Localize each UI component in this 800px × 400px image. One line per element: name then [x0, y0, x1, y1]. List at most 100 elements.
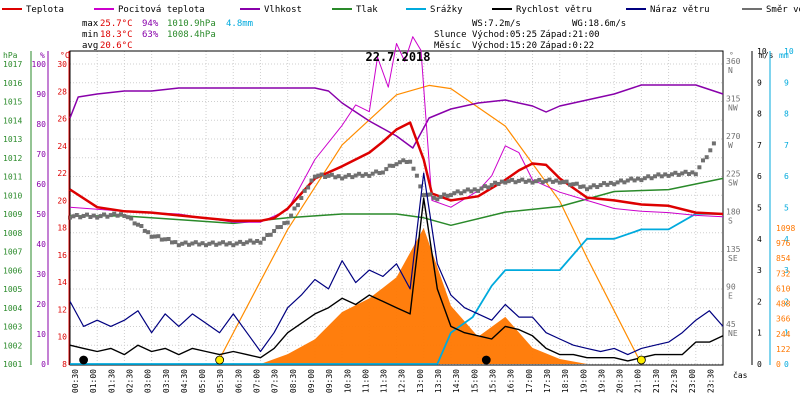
tick-label-deg: 135	[726, 245, 741, 254]
wind-direction-point	[81, 214, 86, 218]
wind-direction-point	[302, 188, 307, 193]
tick-label-hpa: 1001	[3, 360, 22, 369]
x-tick-label: 23:00	[688, 369, 697, 393]
wind-direction-point	[370, 171, 375, 176]
wind-direction-point	[214, 242, 219, 247]
tick-label-ms: 0	[757, 360, 762, 369]
wind-direction-point	[108, 213, 113, 218]
wind-direction-point	[537, 177, 542, 182]
wind-direction-point	[336, 174, 341, 179]
axis-unit-mm: mm	[779, 51, 789, 60]
wind-direction-point	[142, 228, 147, 233]
tick-label-dir: NW	[728, 104, 738, 113]
rain-line	[70, 212, 723, 365]
tick-label-pct: 20	[36, 300, 46, 309]
wind-direction-point	[139, 224, 144, 228]
wind-direction-point	[312, 174, 317, 179]
tick-label-temp: 26	[57, 115, 67, 124]
x-tick-label: 19:00	[579, 369, 588, 393]
tick-label-temp: 30	[57, 60, 67, 69]
wind-direction-point	[306, 185, 311, 190]
wind-direction-point	[387, 163, 392, 168]
wind-direction-point	[472, 187, 477, 192]
wind-direction-point	[690, 170, 695, 175]
tick-label-temp: 28	[57, 87, 67, 96]
tick-label-deg: 90	[726, 282, 736, 291]
wind-direction-point	[673, 170, 678, 175]
wind-direction-point	[248, 238, 253, 243]
moon-label: Měsíc	[434, 41, 461, 51]
wind-direction-point	[367, 173, 372, 178]
legend-label: Vlhkost	[264, 5, 302, 15]
wind-direction-point	[554, 178, 559, 183]
sun-set: Západ:21:00	[540, 30, 600, 40]
wind-direction-point	[622, 180, 627, 185]
tick-label-ms: 8	[757, 110, 762, 119]
tick-label-mm: 2	[784, 297, 789, 306]
wind-direction-point	[486, 185, 491, 190]
legend-label: Tlak	[356, 5, 378, 15]
moon-marker	[79, 355, 89, 365]
tick-label-mm: 5	[784, 204, 789, 213]
legend-label: Pocitová teplota	[118, 5, 205, 15]
wind-direction-point	[159, 237, 164, 242]
stats-press: 1010.9hPa	[167, 19, 216, 29]
wind-direction-point	[333, 175, 338, 180]
tick-label-temp: 20	[57, 196, 67, 205]
wind-direction-point	[693, 172, 698, 177]
legend-label: Náraz větru	[650, 5, 710, 15]
x-tick-label: 14:30	[452, 369, 461, 393]
tick-label-pct: 60	[36, 180, 46, 189]
humidity-line	[69, 84, 724, 149]
tick-label-deg: 270	[726, 132, 741, 141]
wind-direction-point	[568, 182, 572, 187]
wind-direction-point	[421, 193, 426, 198]
pressure-line	[70, 177, 724, 227]
tick-label-hpa: 1007	[3, 248, 22, 257]
wind-direction-point	[435, 197, 440, 202]
wind-direction-point	[459, 191, 464, 196]
tick-label-temp: 14	[57, 278, 67, 287]
wind-direction-point	[166, 237, 171, 241]
wind-direction-point	[499, 179, 504, 184]
wind-direction-point	[193, 240, 198, 245]
axis-unit-pct: %	[40, 51, 45, 60]
tick-label-temp: 8	[62, 360, 67, 369]
wind-direction-point	[346, 173, 351, 178]
stats-label: avg	[82, 41, 98, 51]
wind-direction-point	[612, 182, 617, 187]
wind-direction-point	[636, 176, 640, 181]
sun-marker	[636, 355, 646, 365]
axis-unit-ms: m/s	[759, 51, 774, 60]
stats-temp: 18.3°C	[100, 30, 133, 40]
wind-direction-point	[119, 212, 123, 217]
wind-direction-point	[329, 172, 334, 177]
stats-label: min	[82, 30, 98, 40]
stats-label: max	[82, 19, 99, 29]
wind-direction-point	[639, 178, 644, 183]
x-tick-label: 09:00	[307, 369, 316, 393]
wind-direction-point	[200, 241, 205, 246]
tick-label-mm: 1	[784, 329, 789, 338]
x-tick-label: 15:00	[470, 369, 479, 393]
wind-direction-point	[183, 240, 188, 245]
wind-direction-point	[533, 179, 538, 184]
tick-label-hpa: 1005	[3, 285, 22, 294]
wind-direction-point	[360, 173, 365, 178]
wind-direction-point	[180, 241, 185, 246]
wind-direction-point	[632, 178, 637, 183]
wind-direction-point	[244, 240, 249, 245]
wind-direction-point	[513, 180, 518, 185]
wind-direction-point	[581, 184, 586, 189]
wind-direction-point	[462, 189, 467, 194]
x-tick-label: 21:00	[634, 369, 643, 393]
wind-direction-point	[578, 184, 583, 189]
x-tick-label: 11:30	[380, 369, 389, 393]
tick-label-deg: 45	[726, 320, 736, 329]
wind-direction-point	[227, 241, 232, 246]
wind-direction-point	[465, 187, 470, 192]
wind-direction-point	[397, 160, 402, 165]
wind-direction-point	[272, 229, 277, 233]
wind-direction-point	[503, 180, 508, 185]
x-tick-label: 07:00	[253, 369, 262, 393]
